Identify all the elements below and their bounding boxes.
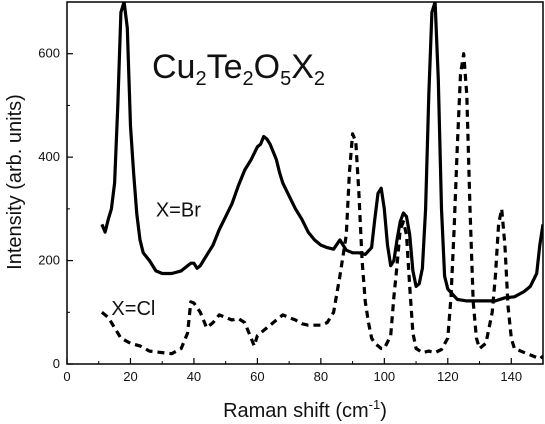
x-tick-label: 100 bbox=[373, 369, 395, 384]
title-part: Te bbox=[207, 48, 243, 86]
title-part: Cu bbox=[152, 48, 195, 86]
title-subscript: 2 bbox=[195, 68, 206, 90]
x-tick-label: 40 bbox=[187, 369, 201, 384]
y-axis-ticks: 0 200 400 600 bbox=[38, 46, 73, 371]
y-axis-label: Intensity (arb. units) bbox=[4, 94, 26, 270]
title-subscript: 2 bbox=[243, 68, 254, 90]
y-tick-label: 200 bbox=[38, 253, 60, 268]
series-label: X=Cl bbox=[111, 298, 155, 320]
chart-title: Cu2Te2O5X2 bbox=[152, 48, 325, 90]
title-part: O bbox=[254, 48, 280, 86]
title-part: X bbox=[291, 48, 314, 86]
title-subscript: 2 bbox=[314, 68, 325, 90]
title-subscript: 5 bbox=[280, 68, 291, 90]
series-label: X=Br bbox=[156, 200, 201, 222]
x-axis-label: Raman shift (cm-1) bbox=[223, 397, 387, 422]
plot-frame bbox=[66, 1, 544, 365]
y-tick-label: 0 bbox=[53, 356, 60, 371]
plot-area bbox=[66, 1, 544, 365]
x-tick-label: 140 bbox=[500, 369, 522, 384]
x-axis-ticks: 0 20 40 60 80 100 120 140 bbox=[63, 358, 522, 384]
x-axis-label-sup: -1 bbox=[369, 397, 381, 412]
x-axis-label-main: Raman shift (cm bbox=[223, 400, 369, 422]
x-tick-label: 20 bbox=[123, 369, 137, 384]
labels-layer: X=Br X=Cl bbox=[111, 200, 201, 320]
y-tick-label: 400 bbox=[38, 149, 60, 164]
y-tick-label: 600 bbox=[38, 46, 60, 61]
series-layer bbox=[100, 2, 543, 361]
series-line-x-cl bbox=[100, 52, 543, 361]
x-tick-label: 0 bbox=[63, 369, 70, 384]
x-tick-label: 80 bbox=[314, 369, 328, 384]
x-tick-label: 60 bbox=[250, 369, 264, 384]
series-line-x-br bbox=[100, 2, 543, 303]
x-tick-label: 120 bbox=[437, 369, 459, 384]
x-axis-label-end: ) bbox=[380, 400, 387, 422]
